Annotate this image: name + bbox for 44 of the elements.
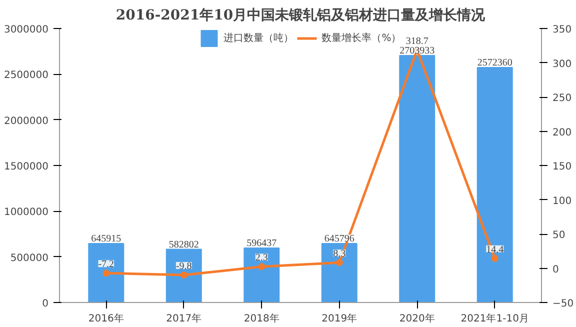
data-label: 645796 (324, 234, 354, 245)
y2-tick-label: 0 (552, 264, 559, 276)
y2-tick-label: 350 (552, 24, 572, 36)
data-label: 2572360 (477, 58, 512, 69)
y2-tick-label: 150 (552, 162, 572, 172)
data-label: 2.3 (255, 252, 268, 264)
bar (166, 248, 202, 302)
bar (321, 243, 358, 302)
x-tick-label: 2019年 (322, 312, 358, 324)
x-tick-label: 2020年 (399, 312, 435, 324)
point (258, 263, 266, 270)
y2-tick-label: 100 (552, 196, 572, 207)
bar (399, 55, 436, 302)
data-label: 645915 (91, 234, 122, 245)
point (180, 271, 188, 278)
legend-label: 数量增长率（%） (322, 32, 402, 45)
y2-tick-label: 50 (552, 230, 566, 241)
x-tick-label: 2017年 (166, 312, 202, 324)
y-tick-label: 3000000 (4, 24, 49, 36)
y-tick-label: 2000000 (4, 116, 49, 127)
y2-tick-label: 250 (552, 93, 572, 104)
bar (88, 243, 124, 302)
data-label: 2703933 (400, 46, 435, 57)
y-tick-label: 1000000 (4, 207, 49, 218)
x-tick-label: 2021年1-10月 (460, 312, 529, 324)
data-label: 582802 (168, 239, 199, 250)
y-tick-label: 2500000 (4, 70, 49, 82)
y-tick-label: 1500000 (4, 162, 49, 172)
x-tick-label: 2016年 (88, 312, 124, 324)
y2-tick-label: 200 (552, 127, 572, 138)
data-label: 596437 (246, 238, 277, 250)
bar (476, 67, 513, 302)
bar (244, 248, 280, 302)
y-tick-label: 500000 (10, 252, 49, 264)
chart-title: 2016-2021年10月中国未锻轧铝及铝材进口量及增长情况 (116, 8, 486, 24)
point (102, 270, 110, 277)
x-tick-label: 2018年 (244, 312, 280, 324)
y-tick-label: 0 (42, 298, 49, 310)
y2-tick-label: 300 (552, 58, 572, 70)
legend-label: 进口数量（吨） (224, 32, 294, 45)
point (491, 254, 498, 262)
point (336, 259, 343, 266)
y2-tick-label: −50 (552, 298, 574, 310)
data-label: 318.7 (406, 36, 428, 47)
